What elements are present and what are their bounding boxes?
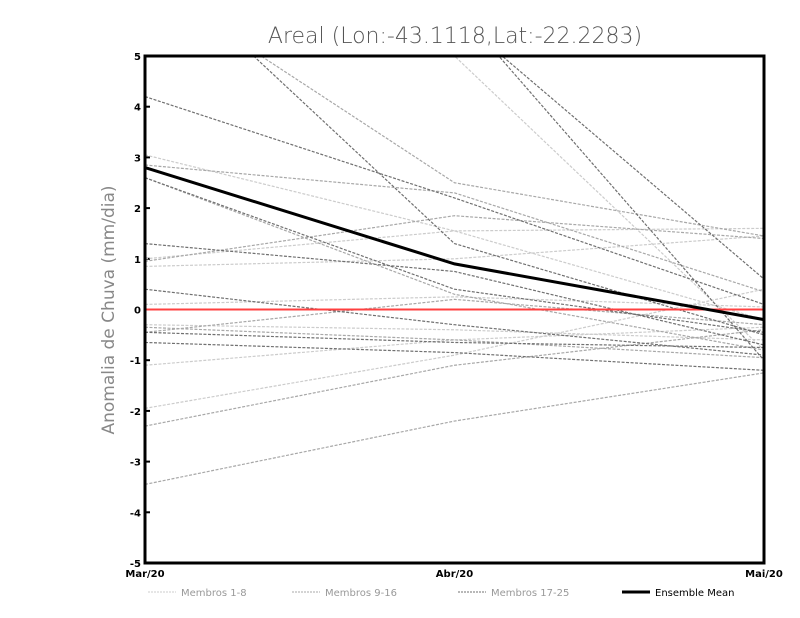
- member-line-4: [145, 324, 764, 341]
- y-tick-label: -3: [130, 458, 141, 469]
- x-tick-label: Mar/20: [125, 569, 164, 580]
- legend-label: Membros 9-16: [325, 588, 397, 599]
- y-axis-label: Anomalia de Chuva (mm/dia): [99, 185, 119, 434]
- y-tick-label: 2: [134, 204, 141, 215]
- member-line-13: [145, 372, 764, 486]
- legend-label: Ensemble Mean: [655, 588, 734, 599]
- member-line-16: [145, 326, 764, 359]
- legend-label: Membros 1-8: [181, 588, 247, 599]
- y-tick-label: -1: [130, 356, 141, 367]
- member-line-24: [145, 177, 764, 333]
- member-line-10: [259, 56, 764, 237]
- member-line-23: [145, 341, 764, 371]
- chart-title: Areal (Lon:-43.1118,Lat:-22.2283): [268, 24, 642, 49]
- member-line-9: [145, 215, 764, 262]
- member-line-20: [145, 242, 764, 346]
- member-line-18: [252, 56, 764, 336]
- member-line-1: [145, 227, 764, 260]
- member-line-25: [497, 56, 764, 361]
- member-line-17: [145, 95, 764, 305]
- y-tick-label: 4: [134, 103, 141, 114]
- plot-frame: [143, 54, 766, 565]
- member-line-8: [145, 154, 764, 321]
- ensemble-mean-line: [145, 166, 764, 322]
- member-line-19: [501, 56, 764, 280]
- y-tick-label: -4: [130, 508, 141, 519]
- member-line-12: [145, 329, 764, 427]
- x-tick-label: Abr/20: [436, 569, 473, 580]
- member-line-21: [145, 288, 764, 356]
- y-tick-label: 5: [134, 52, 141, 63]
- member-line-6: [145, 288, 764, 409]
- x-tick-label: Mai/20: [745, 569, 783, 580]
- y-tick-label: 3: [134, 153, 141, 164]
- member-line-7: [453, 56, 764, 351]
- y-tick-label: -2: [130, 407, 141, 418]
- legend-label: Membros 17-25: [491, 588, 569, 599]
- y-tick-label: 1: [134, 255, 141, 266]
- member-line-14: [145, 164, 764, 293]
- member-line-5: [145, 326, 764, 366]
- member-line-11: [145, 298, 764, 333]
- member-line-15: [145, 177, 764, 351]
- y-tick-label: -5: [130, 559, 141, 570]
- y-tick-label: 0: [134, 306, 141, 317]
